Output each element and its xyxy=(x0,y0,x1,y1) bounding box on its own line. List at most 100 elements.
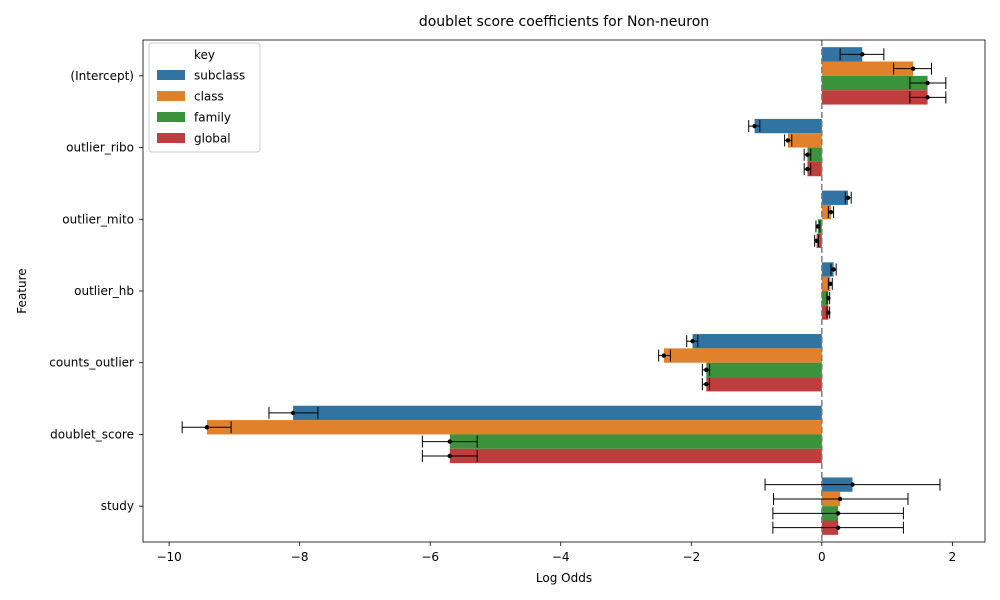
axes-frame xyxy=(142,39,986,543)
bar-class-counts_outlier xyxy=(663,348,822,363)
error-bar-global-outlier_mito xyxy=(814,234,820,247)
point-estimate xyxy=(828,209,834,215)
error-bar-class-outlier_ribo xyxy=(784,134,793,147)
bar-family-counts_outlier xyxy=(706,362,822,378)
y-tick-label: outlier_ribo xyxy=(66,141,134,155)
error-bar-class-doublet_score xyxy=(181,421,232,434)
error-bar-family-counts_outlier xyxy=(701,363,711,376)
x-tick-label: −8 xyxy=(291,550,309,564)
x-tick-label: 2 xyxy=(949,550,957,564)
legend-swatch-family xyxy=(157,112,185,122)
bar-global-outlier_mito xyxy=(816,233,822,248)
y-axis: (Intercept) outlier_ribo outlier_mitooutli… xyxy=(49,69,143,513)
point-estimate xyxy=(805,166,810,172)
legend-label-family: family xyxy=(194,111,231,125)
bar-class-doublet_score xyxy=(206,420,822,435)
error-bar-subclass-outlier_ribo xyxy=(748,120,761,133)
error-bar-family-outlier_mito xyxy=(815,220,821,233)
bar-global-outlier_hb xyxy=(821,305,829,320)
bar-class-outlier_mito xyxy=(821,204,831,220)
legend-label-class: class xyxy=(194,90,224,104)
y-axis-label: Feature xyxy=(15,268,29,313)
point-estimate xyxy=(925,95,930,100)
point-estimate xyxy=(828,281,833,287)
y-tick-label: study xyxy=(101,499,134,513)
chart-title: doublet score coefficients for Non-neuro… xyxy=(419,14,709,30)
bar-class-(Intercept) xyxy=(821,61,914,76)
bar-subclass-outlier_ribo xyxy=(754,118,822,134)
error-bar-subclass-study xyxy=(764,478,941,491)
point-estimate xyxy=(690,339,695,344)
point-estimate xyxy=(860,52,865,57)
x-tick-label: −6 xyxy=(421,550,439,564)
point-estimate xyxy=(447,439,452,444)
error-bar-subclass-counts_outlier xyxy=(686,335,699,348)
x-axis: −10 −8 −6 −4 −2 0 2 xyxy=(156,542,956,564)
point-estimate xyxy=(835,511,841,516)
error-bar-class-outlier_hb xyxy=(827,277,833,290)
error-bar-subclass-outlier_mito xyxy=(844,191,852,204)
bar-family-(Intercept) xyxy=(821,75,928,91)
error-bar-class-outlier_mito xyxy=(827,206,835,219)
error-bar-subclass-doublet_score xyxy=(268,406,319,419)
bar-class-outlier_hb xyxy=(821,276,831,291)
point-estimate xyxy=(661,353,667,358)
point-estimate xyxy=(785,138,791,143)
error-bar-global-doublet_score xyxy=(421,449,478,462)
bar-global-(Intercept) xyxy=(821,90,928,105)
error-bar-class-study xyxy=(773,492,909,505)
bar-class-outlier_ribo xyxy=(787,133,822,148)
error-bar-family-outlier_hb xyxy=(826,292,831,305)
y-tick-label: outlier_hb xyxy=(74,284,134,298)
error-bar-global-study xyxy=(772,521,904,534)
error-bar-global-outlier_hb xyxy=(826,306,831,319)
legend-label-subclass: subclass xyxy=(194,69,245,83)
legend-swatch-global xyxy=(157,133,185,143)
point-estimate xyxy=(815,224,821,229)
error-bar-class-counts_outlier xyxy=(658,349,671,362)
y-tick-label: doublet_score xyxy=(50,427,134,441)
bar-global-counts_outlier xyxy=(706,377,822,392)
error-bar-subclass-outlier_hb xyxy=(830,263,837,276)
x-tick-label: −2 xyxy=(682,550,700,564)
legend-label-global: global xyxy=(194,132,231,146)
y-tick-label: counts_outlier xyxy=(49,356,134,370)
error-bar-family-doublet_score xyxy=(421,435,478,448)
point-estimate xyxy=(290,410,296,416)
x-tick-label: 0 xyxy=(818,550,826,564)
plot-area xyxy=(181,40,947,542)
bar-subclass-outlier_mito xyxy=(821,190,848,205)
error-bar-global-outlier_ribo xyxy=(803,163,812,176)
x-axis-label: Log Odds xyxy=(536,571,592,585)
point-estimate xyxy=(911,66,916,71)
bar-family-outlier_hb xyxy=(821,291,829,306)
x-tick-label: −10 xyxy=(156,550,181,564)
y-tick-label: outlier_mito xyxy=(62,212,134,226)
error-bar-subclass-(Intercept) xyxy=(839,48,885,61)
error-bar-global-(Intercept) xyxy=(909,91,947,104)
error-bar-family-(Intercept) xyxy=(909,77,947,90)
error-bar-class-(Intercept) xyxy=(893,62,932,75)
point-estimate xyxy=(850,482,855,487)
point-estimate xyxy=(704,367,709,373)
legend-swatch-class xyxy=(157,91,185,101)
bar-subclass-doublet_score xyxy=(293,405,822,421)
bar-family-doublet_score xyxy=(449,434,822,449)
point-estimate xyxy=(925,80,930,86)
point-estimate xyxy=(204,425,210,430)
y-tick-label: (Intercept) xyxy=(70,69,134,83)
point-estimate xyxy=(835,525,841,530)
point-estimate xyxy=(826,310,831,315)
point-estimate xyxy=(831,267,836,272)
bar-subclass-counts_outlier xyxy=(692,334,822,349)
point-estimate xyxy=(826,295,831,301)
error-bar-family-outlier_ribo xyxy=(803,148,812,161)
point-estimate xyxy=(447,453,452,459)
bar-subclass-outlier_hb xyxy=(821,262,834,277)
bar-global-doublet_score xyxy=(449,448,822,464)
legend: key subclass class family global xyxy=(148,42,261,153)
point-estimate xyxy=(704,382,709,387)
error-bar-family-study xyxy=(772,507,904,520)
point-estimate xyxy=(805,152,810,157)
